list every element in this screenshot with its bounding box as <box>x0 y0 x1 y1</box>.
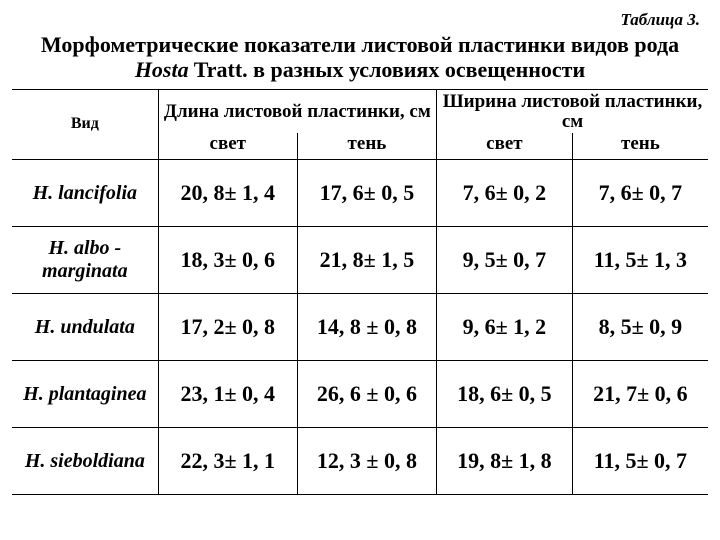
species-cell: H. plantaginea <box>12 361 158 428</box>
value-cell: 17, 6± 0, 5 <box>297 160 436 227</box>
value-cell: 21, 8± 1, 5 <box>297 227 436 294</box>
page-title: Морфометрические показатели листовой пла… <box>12 32 708 83</box>
species-cell: H. undulata <box>12 294 158 361</box>
value-cell: 21, 7± 0, 6 <box>572 361 708 428</box>
value-cell: 11, 5± 0, 7 <box>572 428 708 495</box>
value-cell: 17, 2± 0, 8 <box>158 294 297 361</box>
value-cell: 9, 5± 0, 7 <box>437 227 573 294</box>
value-cell: 14, 8 ± 0, 8 <box>297 294 436 361</box>
species-cell: H. sieboldiana <box>12 428 158 495</box>
value-cell: 18, 6± 0, 5 <box>437 361 573 428</box>
value-cell: 12, 3 ± 0, 8 <box>297 428 436 495</box>
table-label: Таблица 3. <box>12 10 700 30</box>
value-cell: 8, 5± 0, 9 <box>572 294 708 361</box>
table-row: H. plantaginea 23, 1± 0, 4 26, 6 ± 0, 6 … <box>12 361 708 428</box>
table-row: H. sieboldiana 22, 3± 1, 1 12, 3 ± 0, 8 … <box>12 428 708 495</box>
header-width-group: Ширина листовой пластинки, см <box>437 89 708 133</box>
header-width-light: свет <box>437 133 573 160</box>
morphometrics-table: Вид Длина листовой пластинки, см Ширина … <box>12 89 708 496</box>
table-row: H. albo - marginata 18, 3± 0, 6 21, 8± 1… <box>12 227 708 294</box>
title-line1: Морфометрические показатели листовой пла… <box>41 32 679 57</box>
value-cell: 22, 3± 1, 1 <box>158 428 297 495</box>
value-cell: 18, 3± 0, 6 <box>158 227 297 294</box>
title-rest: Tratt. в разных условиях освещенности <box>189 57 586 82</box>
header-length-shade: тень <box>297 133 436 160</box>
header-length-group: Длина листовой пластинки, см <box>158 89 436 133</box>
value-cell: 20, 8± 1, 4 <box>158 160 297 227</box>
header-width-shade: тень <box>572 133 708 160</box>
value-cell: 23, 1± 0, 4 <box>158 361 297 428</box>
table-row: H. undulata 17, 2± 0, 8 14, 8 ± 0, 8 9, … <box>12 294 708 361</box>
header-species: Вид <box>12 89 158 160</box>
species-cell: H. lancifolia <box>12 160 158 227</box>
value-cell: 9, 6± 1, 2 <box>437 294 573 361</box>
header-length-light: свет <box>158 133 297 160</box>
title-genus: Hosta <box>135 57 189 82</box>
value-cell: 19, 8± 1, 8 <box>437 428 573 495</box>
value-cell: 7, 6± 0, 2 <box>437 160 573 227</box>
table-row: H. lancifolia 20, 8± 1, 4 17, 6± 0, 5 7,… <box>12 160 708 227</box>
value-cell: 11, 5± 1, 3 <box>572 227 708 294</box>
value-cell: 26, 6 ± 0, 6 <box>297 361 436 428</box>
species-cell: H. albo - marginata <box>12 227 158 294</box>
value-cell: 7, 6± 0, 7 <box>572 160 708 227</box>
